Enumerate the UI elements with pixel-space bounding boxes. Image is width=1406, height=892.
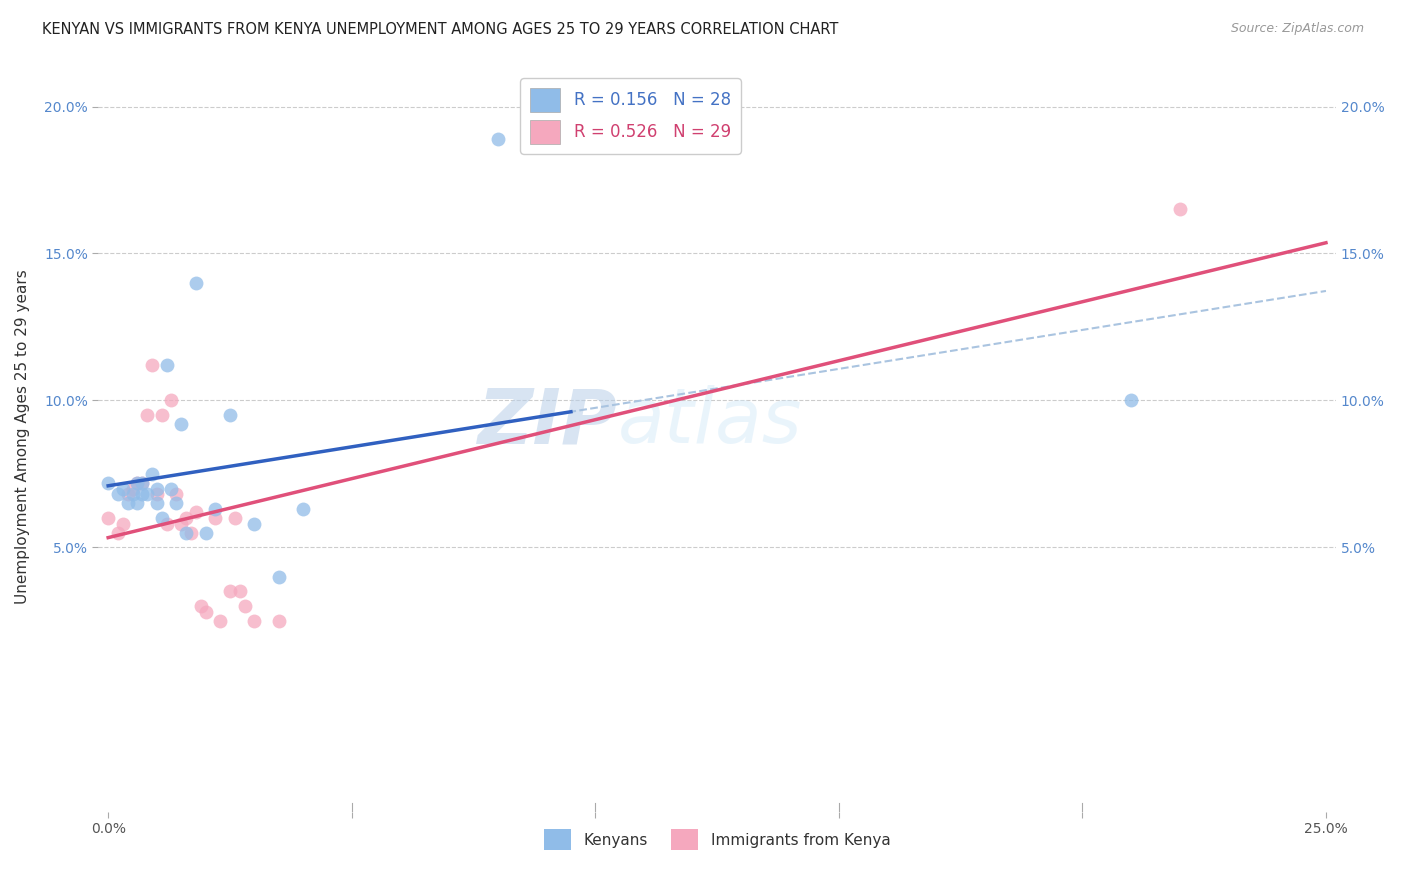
Point xyxy=(165,496,187,510)
Point xyxy=(170,516,193,531)
Point xyxy=(136,487,159,501)
Point xyxy=(146,496,169,510)
Point xyxy=(180,525,202,540)
Point xyxy=(131,475,153,490)
Point xyxy=(127,475,149,490)
Point xyxy=(117,487,139,501)
Point xyxy=(107,525,129,540)
Point xyxy=(160,482,183,496)
Point xyxy=(156,516,179,531)
Point xyxy=(150,511,173,525)
Point xyxy=(486,132,509,146)
Point xyxy=(146,482,169,496)
Point xyxy=(219,584,242,599)
Point xyxy=(121,482,143,496)
Text: atlas: atlas xyxy=(619,385,803,459)
Point xyxy=(131,487,153,501)
Point xyxy=(209,614,232,628)
Point xyxy=(184,505,207,519)
Point xyxy=(194,525,217,540)
Point xyxy=(111,482,134,496)
Point xyxy=(190,599,212,613)
Point xyxy=(174,511,197,525)
Point xyxy=(146,487,169,501)
Point xyxy=(292,502,315,516)
Point xyxy=(117,496,139,510)
Point xyxy=(121,487,143,501)
Point xyxy=(170,417,193,431)
Point xyxy=(97,511,120,525)
Point xyxy=(228,584,250,599)
Point xyxy=(204,511,226,525)
Text: KENYAN VS IMMIGRANTS FROM KENYA UNEMPLOYMENT AMONG AGES 25 TO 29 YEARS CORRELATI: KENYAN VS IMMIGRANTS FROM KENYA UNEMPLOY… xyxy=(42,22,838,37)
Point xyxy=(224,511,246,525)
Legend: Kenyans, Immigrants from Kenya: Kenyans, Immigrants from Kenya xyxy=(537,822,897,856)
Text: Source: ZipAtlas.com: Source: ZipAtlas.com xyxy=(1230,22,1364,36)
Point xyxy=(243,614,266,628)
Point xyxy=(1168,202,1191,217)
Point xyxy=(243,516,266,531)
Point xyxy=(174,525,197,540)
Point xyxy=(156,358,179,372)
Point xyxy=(141,467,163,481)
Point xyxy=(194,605,217,619)
Point xyxy=(141,358,163,372)
Point xyxy=(184,276,207,290)
Point xyxy=(131,475,153,490)
Y-axis label: Unemployment Among Ages 25 to 29 years: Unemployment Among Ages 25 to 29 years xyxy=(15,269,31,605)
Text: ZIP: ZIP xyxy=(478,385,619,459)
Point xyxy=(165,487,187,501)
Point xyxy=(267,614,290,628)
Point xyxy=(107,487,129,501)
Point xyxy=(127,475,149,490)
Point xyxy=(219,408,242,422)
Point xyxy=(233,599,256,613)
Point xyxy=(267,569,290,583)
Point xyxy=(127,496,149,510)
Point xyxy=(111,516,134,531)
Point xyxy=(160,393,183,408)
Point xyxy=(204,502,226,516)
Point xyxy=(136,408,159,422)
Point xyxy=(150,408,173,422)
Point xyxy=(1119,393,1142,408)
Point xyxy=(97,475,120,490)
